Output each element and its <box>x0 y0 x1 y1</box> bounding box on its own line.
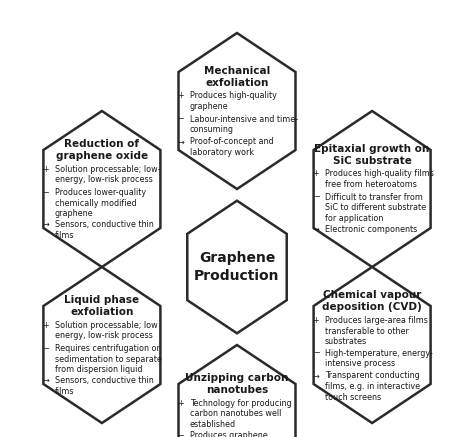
Text: Solution processable; low
energy, low-risk process: Solution processable; low energy, low-ri… <box>55 321 157 340</box>
Text: Unzipping carbon
nanotubes: Unzipping carbon nanotubes <box>185 373 289 395</box>
Polygon shape <box>44 111 160 267</box>
Text: Transparent conducting
films, e.g. in interactive
touch screens: Transparent conducting films, e.g. in in… <box>325 371 420 402</box>
Text: Solution processable; low-
energy, low-risk process: Solution processable; low- energy, low-r… <box>55 165 160 184</box>
Text: +: + <box>43 321 49 330</box>
Text: Labour-intensive and time-
consuming: Labour-intensive and time- consuming <box>190 114 298 134</box>
Text: −: − <box>178 431 184 437</box>
Text: Difficult to transfer from
SiC to different substrate
for application: Difficult to transfer from SiC to differ… <box>325 193 426 223</box>
Text: Produces high-quality
graphene: Produces high-quality graphene <box>190 91 277 111</box>
Polygon shape <box>187 201 287 333</box>
Polygon shape <box>44 267 160 423</box>
Text: −: − <box>43 188 49 197</box>
Text: +: + <box>178 399 184 408</box>
Text: −: − <box>313 348 319 357</box>
Text: Produces lower-quality
chemically modified
graphene: Produces lower-quality chemically modifi… <box>55 188 146 218</box>
Text: Technology for producing
carbon nanotubes well
established: Technology for producing carbon nanotube… <box>190 399 292 429</box>
Text: Sensors, conductive thin
films: Sensors, conductive thin films <box>55 220 154 240</box>
Text: Sensors, conductive thin
films: Sensors, conductive thin films <box>55 376 154 396</box>
Text: Produces graphene
nanoribbons rather than
continuous films: Produces graphene nanoribbons rather tha… <box>190 431 288 437</box>
Text: −: − <box>178 114 184 124</box>
Text: Epitaxial growth on
SiC substrate: Epitaxial growth on SiC substrate <box>314 143 430 166</box>
Text: −: − <box>313 193 319 201</box>
Text: Mechanical
exfoliation: Mechanical exfoliation <box>204 66 270 88</box>
Text: Electronic components: Electronic components <box>325 225 417 234</box>
Polygon shape <box>314 111 430 267</box>
Text: +: + <box>313 170 319 178</box>
Text: →: → <box>43 220 49 229</box>
Text: High-temperature, energy-
intensive process: High-temperature, energy- intensive proc… <box>325 348 433 368</box>
Text: +: + <box>43 165 49 174</box>
Text: Graphene
Production: Graphene Production <box>194 251 280 283</box>
Text: +: + <box>313 316 319 325</box>
Polygon shape <box>179 33 295 189</box>
Text: Requires centrifugation or
sedimentation to separate
from dispersion liquid: Requires centrifugation or sedimentation… <box>55 344 162 374</box>
Text: +: + <box>178 91 184 101</box>
Text: −: − <box>43 344 49 353</box>
Polygon shape <box>314 267 430 423</box>
Text: Chemical vapour
deposition (CVD): Chemical vapour deposition (CVD) <box>322 290 422 312</box>
Text: →: → <box>313 371 319 381</box>
Text: →: → <box>313 225 319 234</box>
Text: Produces high-quality films
free from heteroatoms: Produces high-quality films free from he… <box>325 170 434 189</box>
Polygon shape <box>179 345 295 437</box>
Text: Liquid phase
exfoliation: Liquid phase exfoliation <box>64 295 139 317</box>
Text: Proof-of-concept and
laboratory work: Proof-of-concept and laboratory work <box>190 138 273 157</box>
Text: Produces large-area films
transferable to other
substrates: Produces large-area films transferable t… <box>325 316 428 347</box>
Text: →: → <box>178 138 184 146</box>
Text: →: → <box>43 376 49 385</box>
Text: Reduction of
graphene oxide: Reduction of graphene oxide <box>56 139 148 161</box>
